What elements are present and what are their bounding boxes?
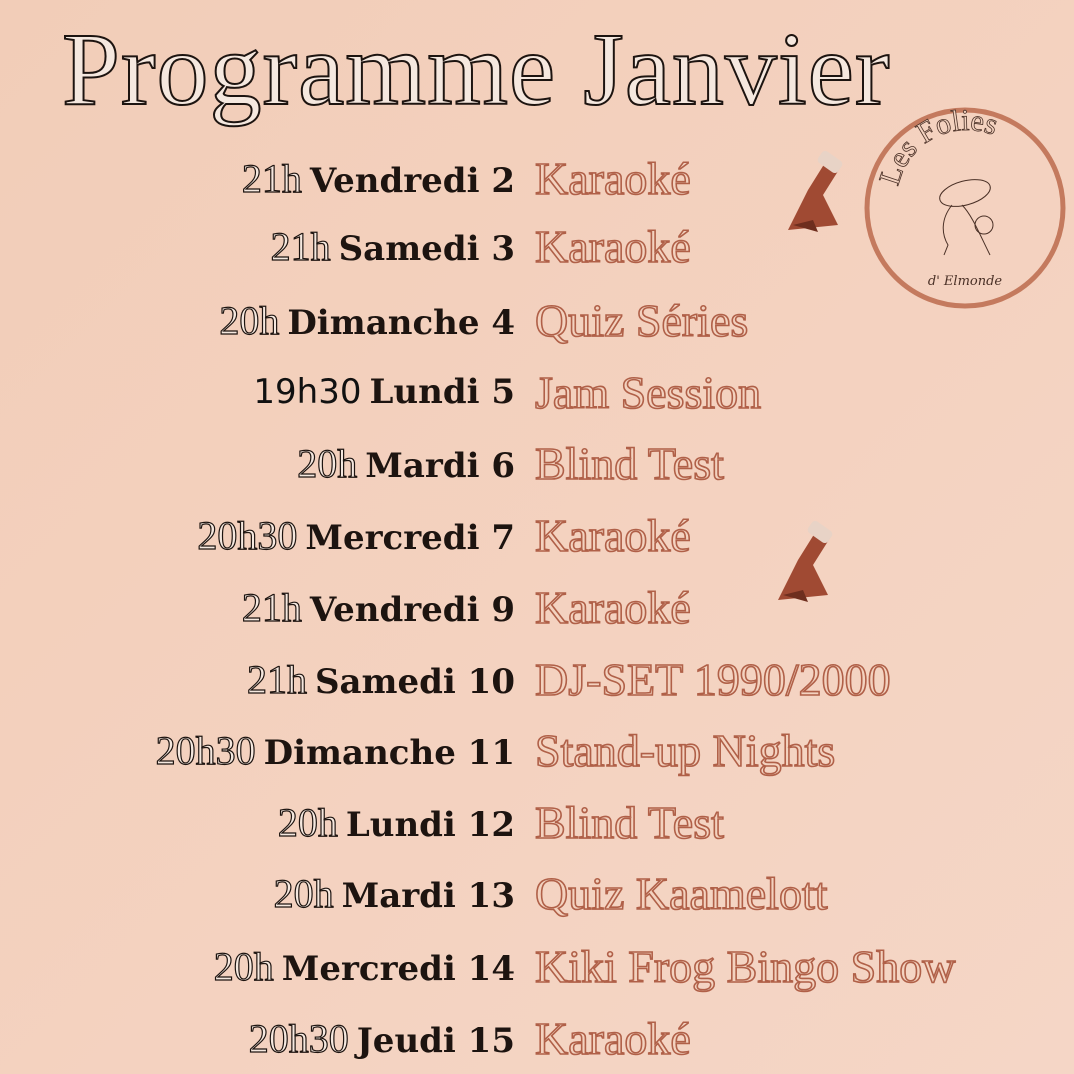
logo-text-top: Les Folies (873, 105, 1003, 189)
event-time: 20h (297, 440, 358, 486)
microphone-icon (788, 150, 843, 232)
event-time: 21h (241, 584, 302, 630)
event-row: 20h Mercredi 14 Kiki Frog Bingo Show (0, 936, 1074, 996)
event-name: Blind Test (534, 437, 725, 490)
event-row: 21h Vendredi 9 Karaoké (0, 577, 1074, 637)
event-when: 20h Mardi 13 (0, 870, 515, 917)
event-row: 20h Dimanche 4 Quiz Séries (0, 290, 1074, 350)
event-time: 19h30 (253, 372, 362, 412)
event-day: Mardi 6 (365, 445, 515, 486)
event-day: Mercredi 7 (305, 517, 515, 558)
event-time: 20h (277, 799, 338, 845)
event-day: Vendredi 9 (309, 589, 515, 630)
logo-text-bottom: d' Elmonde (928, 274, 1003, 289)
event-when: 19h30 Lundi 5 (0, 372, 515, 412)
event-when: 20h30 Mercredi 7 (0, 512, 515, 559)
event-row: 20h Mardi 13 Quiz Kaamelott (0, 863, 1074, 923)
event-time: 20h30 (197, 512, 298, 558)
event-time: 21h (241, 155, 302, 201)
event-day: Vendredi 2 (309, 160, 515, 201)
event-name: Blind Test (534, 796, 725, 849)
event-when: 21h Vendredi 9 (0, 584, 515, 631)
event-day: Jeudi 15 (356, 1020, 515, 1061)
event-day: Samedi 10 (314, 661, 515, 702)
event-day: Samedi 3 (338, 228, 515, 269)
event-row: 20h30 Mercredi 7 Karaoké (0, 505, 1074, 565)
event-row: 21h Vendredi 2 Karaoké (0, 148, 1074, 208)
event-row: 20h Mardi 6 Blind Test (0, 433, 1074, 493)
svg-text:Les Folies: Les Folies (873, 105, 1002, 189)
event-time: 20h (219, 297, 280, 343)
event-when: 20h Mercredi 14 (0, 943, 515, 990)
event-time: 20h30 (155, 727, 256, 773)
event-name: Karaoké (534, 220, 691, 273)
event-day: Mardi 13 (341, 875, 515, 916)
event-day: Dimanche 4 (287, 302, 515, 343)
event-when: 20h Mardi 6 (0, 440, 515, 487)
event-when: 21h Vendredi 2 (0, 155, 515, 202)
logo: Les Folies d' Elmonde (864, 105, 1066, 309)
microphone-icon (778, 520, 833, 602)
event-row: 20h30 Dimanche 11 Stand-up Nights (0, 720, 1074, 780)
event-row: 20h30 Jeudi 15 Karaoké (0, 1008, 1074, 1068)
event-day: Lundi 5 (369, 372, 515, 412)
event-name: Quiz Séries (534, 294, 749, 347)
event-name: Stand-up Nights (534, 724, 836, 777)
event-row: 19h30 Lundi 5 Jam Session (0, 362, 1074, 422)
event-row: 20h Lundi 12 Blind Test (0, 792, 1074, 852)
event-day: Lundi 12 (345, 804, 515, 845)
event-when: 20h30 Dimanche 11 (0, 727, 515, 774)
event-when: 20h30 Jeudi 15 (0, 1015, 515, 1062)
event-time: 20h (273, 870, 334, 916)
event-when: 21h Samedi 10 (0, 656, 515, 703)
event-name: Karaoké (534, 509, 691, 562)
event-when: 20h Lundi 12 (0, 799, 515, 846)
event-when: 20h Dimanche 4 (0, 297, 515, 344)
event-time: 21h (246, 656, 307, 702)
event-when: 21h Samedi 3 (0, 223, 515, 270)
event-name: Quiz Kaamelott (534, 867, 828, 920)
event-day: Dimanche 11 (263, 732, 515, 773)
event-name: Karaoké (534, 1012, 691, 1065)
event-time: 21h (270, 223, 331, 269)
event-name: Kiki Frog Bingo Show (534, 940, 956, 993)
event-name: Karaoké (534, 581, 691, 634)
event-day: Mercredi 14 (281, 948, 515, 989)
event-row: 21h Samedi 3 Karaoké (0, 216, 1074, 276)
event-name: Jam Session (534, 366, 762, 419)
event-name: Karaoké (534, 152, 691, 205)
event-row: 21h Samedi 10 DJ-SET 1990/2000 (0, 649, 1074, 709)
event-time: 20h (213, 943, 274, 989)
page-title: Programme Janvier (61, 12, 891, 127)
event-time: 20h30 (248, 1015, 349, 1061)
event-name: DJ-SET 1990/2000 (534, 653, 891, 706)
